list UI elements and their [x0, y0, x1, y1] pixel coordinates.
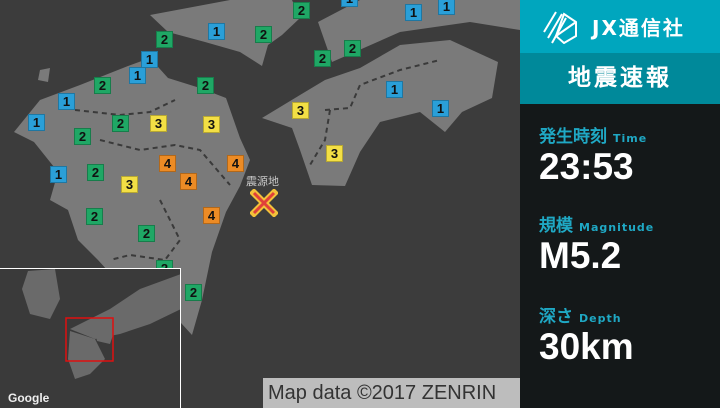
intensity-marker-1[interactable]: 1: [58, 93, 75, 110]
intensity-marker-4[interactable]: 4: [227, 155, 244, 172]
intensity-marker-1[interactable]: 1: [432, 100, 449, 117]
focus-area-rectangle: [65, 317, 114, 362]
intensity-marker-2[interactable]: 2: [87, 164, 104, 181]
intensity-marker-3[interactable]: 3: [292, 102, 309, 119]
intensity-marker-2[interactable]: 2: [293, 2, 310, 19]
intensity-marker-1[interactable]: 1: [141, 51, 158, 68]
depth-value: 30km: [539, 326, 634, 367]
intensity-marker-1[interactable]: 1: [129, 67, 146, 84]
intensity-marker-1[interactable]: 1: [405, 4, 422, 21]
overview-inset-map[interactable]: Google: [0, 268, 181, 408]
intensity-marker-1[interactable]: 1: [341, 0, 358, 7]
intensity-marker-2[interactable]: 2: [112, 115, 129, 132]
inset-land: [22, 269, 180, 379]
magnitude-label: 規模: [539, 216, 573, 236]
intensity-marker-1[interactable]: 1: [386, 81, 403, 98]
time-label: 発生時刻: [539, 127, 607, 147]
magnitude-section: 規模 Magnitude M5.2: [520, 211, 720, 276]
intensity-marker-2[interactable]: 2: [86, 208, 103, 225]
intensity-marker-2[interactable]: 2: [185, 284, 202, 301]
intensity-marker-2[interactable]: 2: [197, 77, 214, 94]
epicenter-x-icon[interactable]: [250, 189, 278, 217]
intensity-marker-3[interactable]: 3: [121, 176, 138, 193]
intensity-marker-3[interactable]: 3: [203, 116, 220, 133]
google-logo: Google: [8, 391, 50, 405]
depth-section: 深さ Depth 30km: [520, 302, 720, 367]
intensity-marker-2[interactable]: 2: [314, 50, 331, 67]
intensity-marker-1[interactable]: 1: [438, 0, 455, 15]
intensity-marker-2[interactable]: 2: [156, 31, 173, 48]
intensity-marker-2[interactable]: 2: [138, 225, 155, 242]
depth-label-en: Depth: [579, 312, 622, 325]
time-label-en: Time: [613, 132, 648, 145]
panel-title: 地震速報: [520, 53, 720, 104]
intensity-marker-1[interactable]: 1: [28, 114, 45, 131]
brand-name: JX通信社: [592, 16, 685, 40]
intensity-marker-3[interactable]: 3: [150, 115, 167, 132]
intensity-marker-4[interactable]: 4: [203, 207, 220, 224]
time-value: 23:53: [539, 146, 634, 187]
magnitude-value: M5.2: [539, 235, 622, 276]
land-shapes: [14, 0, 520, 335]
time-section: 発生時刻 Time 23:53: [520, 122, 720, 187]
intensity-marker-3[interactable]: 3: [326, 145, 343, 162]
intensity-marker-1[interactable]: 1: [208, 23, 225, 40]
jx-logo-icon: [543, 10, 577, 44]
intensity-marker-2[interactable]: 2: [255, 26, 272, 43]
intensity-marker-4[interactable]: 4: [159, 155, 176, 172]
intensity-marker-1[interactable]: 1: [50, 166, 67, 183]
map-attribution: Map data ©2017 ZENRIN: [263, 378, 520, 408]
earthquake-map[interactable]: 2111212112222111233312123444324222 震源地 G…: [0, 0, 520, 408]
intensity-marker-2[interactable]: 2: [344, 40, 361, 57]
brand-header: JX通信社: [520, 0, 720, 53]
info-sidebar: JX通信社 地震速報 発生時刻 Time 23:53 規模 Magnitude M5…: [520, 0, 720, 408]
epicenter-label: 震源地: [246, 175, 279, 188]
intensity-marker-2[interactable]: 2: [94, 77, 111, 94]
magnitude-label-en: Magnitude: [579, 221, 655, 234]
intensity-marker-2[interactable]: 2: [74, 128, 91, 145]
depth-label: 深さ: [539, 307, 573, 327]
intensity-marker-4[interactable]: 4: [180, 173, 197, 190]
